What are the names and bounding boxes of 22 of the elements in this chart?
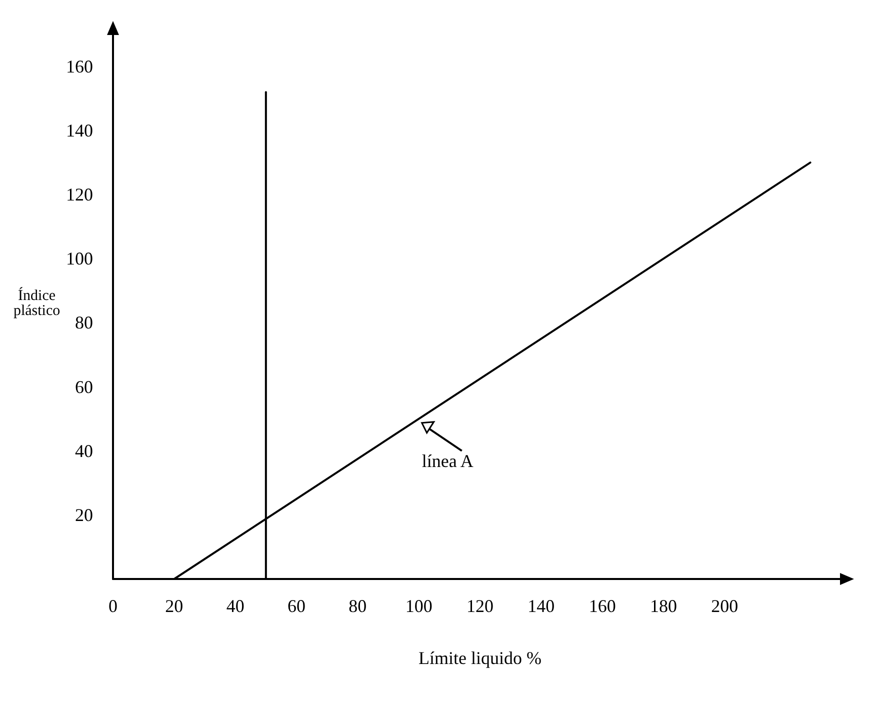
x-tick-label: 180: [650, 596, 677, 616]
x-tick-label: 200: [711, 596, 738, 616]
y-tick-label: 60: [75, 376, 93, 397]
y-tick-label: 100: [66, 248, 93, 269]
y-tick-label: 20: [75, 504, 93, 525]
y-tick-label: 80: [75, 312, 93, 333]
y-axis-title: Índice plástico: [13, 287, 60, 319]
y-tick-label: 160: [66, 56, 93, 76]
y-tick-label: 120: [66, 184, 93, 205]
x-tick-label: 60: [288, 596, 306, 616]
y-tick-label: 40: [75, 440, 93, 461]
x-tick-label: 120: [466, 596, 494, 616]
y-tick-label: 140: [66, 120, 93, 141]
x-axis-title: Límite liquido %: [418, 648, 542, 668]
x-tick-label: 140: [528, 596, 555, 616]
x-tick-label: 40: [226, 596, 244, 616]
x-tick-label: 20: [165, 596, 184, 616]
annotation: línea A: [422, 450, 474, 472]
x-tick-label: 80: [348, 596, 367, 616]
x-tick-label: 160: [588, 596, 616, 616]
x-tick-label: 100: [405, 596, 432, 616]
x-tick-label: 0: [108, 596, 118, 616]
